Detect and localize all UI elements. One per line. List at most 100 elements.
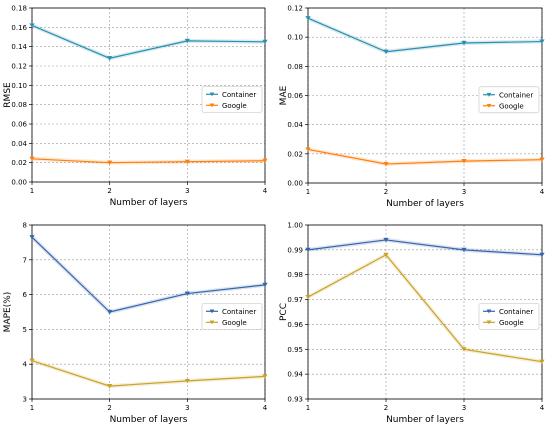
series-line-1 [31,24,266,59]
data-point [29,156,35,162]
x-axis-label: Number of layers [110,415,188,424]
y-tick-label: 0.10 [11,82,27,90]
legend-label: Container [499,91,533,99]
legend-label: Container [222,308,256,316]
y-tick-label: 4 [23,361,28,369]
y-tick-label: 0.00 [11,179,27,187]
legend-swatch-marker [209,92,215,97]
y-tick-label: 0.16 [11,24,27,32]
x-tick-label: 1 [30,404,34,412]
data-point [184,159,190,165]
x-tick-label: 4 [540,188,545,196]
chart-panel-2: 1 2 3 4 0.00 0.02 0.04 0.06 0.08 0.10 0.12 Number o… [279,5,545,210]
data-point [305,147,311,152]
x-axis-label: Number of layers [386,199,464,209]
legend-label: Google [222,102,247,110]
x-tick-label: 3 [462,404,466,412]
y-tick-label: 0.10 [287,34,303,42]
x-axis-label: Number of layers [386,415,464,424]
y-axis-label: MAE [279,85,289,105]
y-tick-label: 0.96 [287,321,303,329]
y-tick-label: 0.97 [287,296,303,304]
series-line-2 [31,360,266,387]
x-axis-label: Number of layers [110,198,188,208]
data-point [29,358,35,364]
x-tick-label: 1 [306,188,310,196]
data-point [383,252,389,258]
legend: Container Google [201,85,263,113]
y-tick-label: 0.99 [287,246,303,254]
y-tick-label: 0.00 [287,180,303,188]
series-line-1 [31,236,266,313]
legend-label: Google [222,319,247,327]
data-point [539,252,545,258]
data-point [184,291,190,296]
x-tick-label: 3 [185,187,189,195]
x-tick-label: 4 [263,404,268,412]
legend-label: Google [499,102,524,110]
data-point [184,378,190,384]
data-point [184,38,190,44]
y-tick-label: 0.02 [11,159,27,167]
y-tick-label: 0.93 [287,396,303,404]
data-point [29,235,35,240]
legend: Container Google [478,86,540,114]
y-tick-label: 0.18 [11,5,27,13]
y-tick-label: 7 [23,256,27,264]
legend: Container Google [478,302,540,330]
data-point [262,158,268,164]
x-tick-label: 2 [107,187,111,195]
data-point [29,23,35,28]
plot-frame [307,224,543,400]
series-line-2 [307,148,543,165]
x-tick-label: 2 [384,404,388,412]
plot-frame [31,224,266,400]
y-tick-label: 0.08 [11,101,27,109]
series-line-halo [307,16,543,54]
data-point [539,39,545,44]
x-tick-label: 4 [540,404,545,412]
y-tick-label: 0.08 [287,63,303,71]
y-tick-label: 0.12 [287,5,303,13]
legend-swatch-marker [209,320,215,325]
chart-panel-4: 1 2 3 4 0.93 0.94 0.95 0.96 0.97 0.98 0.99 1.00 Numb… [279,222,545,424]
y-tick-label: 0.95 [287,346,303,354]
y-axis-label: MAPE(%) [3,292,13,333]
x-tick-label: 4 [263,187,268,195]
y-tick-label: 0.04 [11,140,27,148]
x-tick-label: 3 [185,404,189,412]
data-point [539,157,545,163]
legend-swatch-marker [209,309,215,314]
data-point [107,384,113,389]
y-tick-label: 3 [23,396,27,404]
y-axis-label: PCC [279,303,289,321]
data-point [305,16,311,21]
series-line-halo [30,235,266,314]
y-tick-label: 0.06 [287,92,303,100]
data-point [383,49,389,55]
x-tick-label: 2 [107,404,111,412]
y-tick-label: 6 [23,291,28,299]
x-tick-label: 1 [30,187,34,195]
legend-swatch-marker [209,103,215,108]
plot-frame [31,7,266,183]
data-point [383,161,389,167]
y-tick-label: 0.14 [11,43,27,51]
data-point [262,374,268,379]
data-point [305,295,311,300]
data-point [262,39,268,45]
legend-label: Container [499,308,533,316]
data-point [539,359,545,365]
series-line-1 [307,239,543,256]
legend-swatch-marker [486,320,492,325]
series-line-halo [307,147,543,167]
x-tick-label: 3 [462,188,466,196]
x-tick-label: 1 [306,404,310,412]
y-tick-label: 0.12 [11,63,27,71]
legend-label: Container [222,91,256,99]
y-tick-label: 1.00 [287,222,303,230]
data-point [461,347,467,352]
series-line-2 [31,158,266,164]
data-point [305,247,311,253]
